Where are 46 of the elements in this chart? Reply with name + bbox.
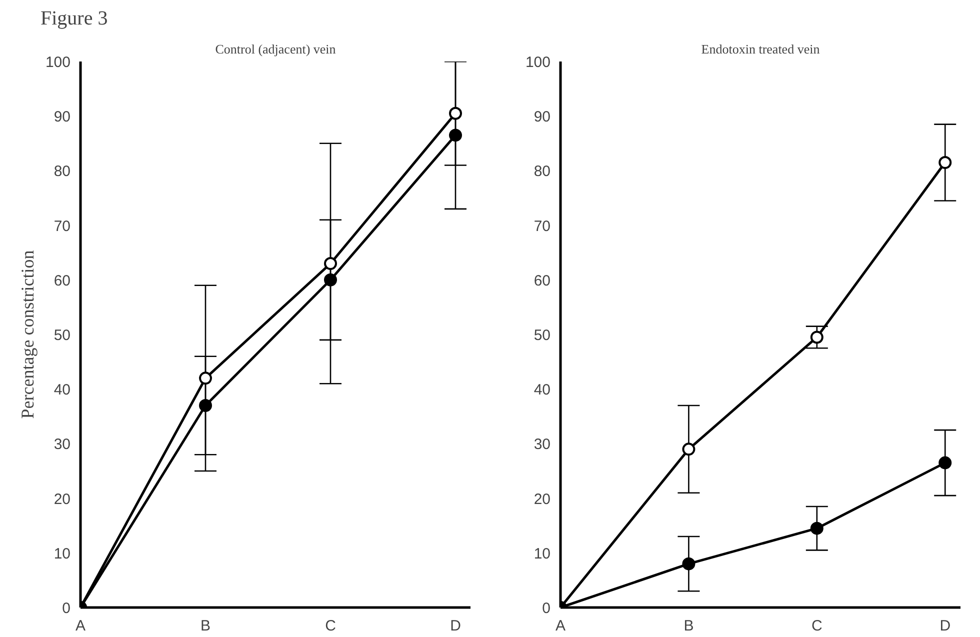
point bbox=[938, 156, 952, 169]
y-tick-label: 30 bbox=[534, 436, 551, 454]
y-tick-label: 60 bbox=[534, 272, 551, 290]
chart-title: Endotoxin treated vein bbox=[701, 42, 820, 56]
y-tick-label: 30 bbox=[54, 436, 71, 454]
point bbox=[810, 522, 824, 535]
y-tick-label: 90 bbox=[54, 108, 71, 126]
y-tick-label: 90 bbox=[534, 108, 551, 126]
x-tick-label: D bbox=[450, 618, 462, 634]
y-tick-label: 0 bbox=[542, 600, 550, 617]
y-tick-label: 100 bbox=[525, 54, 551, 71]
chart-title: Control (adjacent) vein bbox=[215, 42, 336, 56]
point bbox=[199, 372, 212, 385]
y-axis-title: Percentage constriction bbox=[17, 250, 38, 419]
y-tick-label: 80 bbox=[54, 163, 71, 180]
y-tick-label: 100 bbox=[45, 54, 71, 71]
point bbox=[199, 398, 212, 412]
y-tick-label: 40 bbox=[54, 382, 71, 399]
caption: Figure 3 bbox=[40, 8, 108, 30]
y-tick-label: 20 bbox=[54, 490, 71, 508]
point bbox=[682, 442, 696, 456]
point bbox=[938, 456, 952, 470]
y-tick-label: 60 bbox=[54, 272, 71, 290]
x-tick-label: C bbox=[325, 618, 336, 634]
point bbox=[324, 273, 337, 286]
x-tick-label: A bbox=[556, 618, 566, 634]
point bbox=[449, 106, 462, 120]
y-tick-label: 20 bbox=[534, 490, 551, 508]
x-tick-label: A bbox=[76, 618, 86, 634]
point bbox=[682, 557, 696, 570]
y-tick-label: 40 bbox=[534, 382, 551, 399]
y-tick-label: 0 bbox=[62, 600, 70, 617]
point bbox=[324, 257, 337, 270]
x-tick-label: D bbox=[940, 618, 951, 634]
point bbox=[810, 330, 824, 344]
point bbox=[449, 128, 462, 142]
y-tick-label: 50 bbox=[534, 327, 551, 344]
y-tick-label: 10 bbox=[534, 545, 551, 562]
y-tick-label: 70 bbox=[534, 218, 551, 235]
x-tick-label: C bbox=[811, 618, 822, 634]
y-tick-label: 50 bbox=[54, 327, 71, 344]
y-tick-label: 80 bbox=[534, 163, 551, 180]
x-tick-label: B bbox=[200, 618, 211, 634]
y-tick-label: 10 bbox=[54, 545, 71, 562]
y-tick-label: 70 bbox=[54, 218, 71, 235]
x-tick-label: B bbox=[684, 618, 694, 634]
